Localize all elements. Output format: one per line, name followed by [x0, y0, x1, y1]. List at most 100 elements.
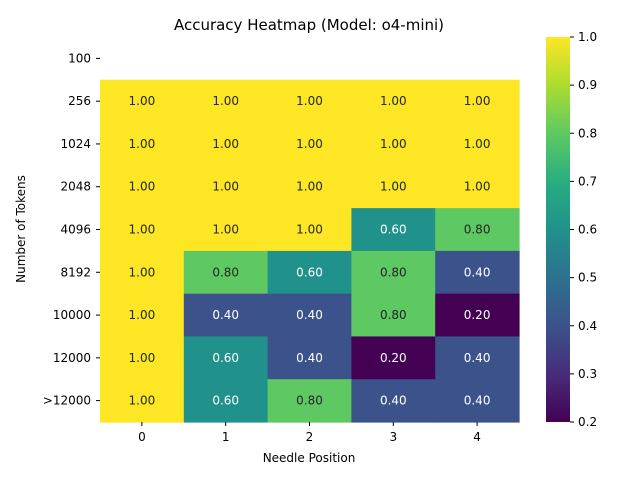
cell-value-label: 0.40	[464, 265, 491, 279]
heatmap-cell	[267, 79, 352, 124]
cell-value-label: 0.60	[380, 223, 407, 237]
heatmap-cell	[100, 379, 185, 423]
cell-value-label: 1.00	[464, 94, 491, 108]
cell-value-label: 0.80	[296, 394, 323, 408]
cell-value-label: 1.00	[129, 265, 156, 279]
heatmap-cells	[100, 79, 520, 423]
heatmap-cell	[435, 250, 520, 295]
colorbar-tick-label: 0.8	[578, 126, 597, 140]
heatmap-cell	[100, 208, 185, 252]
heatmap-cell	[351, 79, 436, 124]
colorbar-tick-label: 0.9	[578, 78, 597, 92]
y-axis-label: Number of Tokens	[14, 175, 28, 283]
heatmap-cell	[183, 379, 269, 423]
cell-value-label: 1.00	[296, 137, 323, 151]
x-axis-ticks: 0 1 2 3 4	[138, 422, 481, 444]
heatmap-cell	[100, 336, 185, 380]
y-tick-label: 12000	[53, 351, 91, 365]
cell-value-label: 1.00	[129, 308, 156, 322]
cell-value-label: 1.00	[464, 180, 491, 194]
y-tick-label: 2048	[60, 180, 91, 194]
cell-value-label: 0.40	[296, 308, 323, 322]
colorbar-tick-label: 0.7	[578, 174, 597, 188]
heatmap-cell	[267, 165, 352, 209]
heatmap-cell	[351, 208, 436, 252]
heatmap-cell	[267, 250, 352, 295]
heatmap-cell	[100, 293, 185, 338]
colorbar-tick-label: 0.4	[578, 319, 597, 333]
heatmap-cell	[100, 79, 185, 124]
heatmap-cell	[267, 293, 352, 338]
heatmap-cell	[267, 379, 352, 423]
y-tick-label: 10000	[53, 308, 91, 322]
cell-value-label: 0.40	[464, 351, 491, 365]
heatmap-cell-labels: 1.00 1.00 1.00 1.00 1.00 1.00 1.00 1.00 1.00 1.00…	[129, 94, 491, 407]
y-tick-label: 8192	[60, 265, 91, 279]
heatmap-cell	[183, 79, 269, 124]
heatmap-cell	[100, 165, 185, 209]
cell-value-label: 0.40	[464, 394, 491, 408]
cell-value-label: 1.00	[464, 137, 491, 151]
x-tick-label: 0	[138, 430, 146, 444]
y-tick-label: 256	[68, 94, 91, 108]
cell-value-label: 0.80	[380, 265, 407, 279]
heatmap-cell	[351, 379, 436, 423]
cell-value-label: 1.00	[380, 94, 407, 108]
cell-value-label: 0.80	[212, 265, 239, 279]
cell-value-label: 0.80	[380, 308, 407, 322]
heatmap-cell	[435, 208, 520, 252]
heatmap-cell	[435, 165, 520, 209]
heatmap-cell	[183, 336, 269, 380]
heatmap-cell	[351, 336, 436, 380]
heatmap-cell	[183, 293, 269, 338]
heatmap-cell	[267, 336, 352, 380]
cell-value-label: 0.60	[212, 394, 239, 408]
heatmap-cell	[183, 250, 269, 295]
cell-value-label: 1.00	[212, 137, 239, 151]
heatmap-cell	[100, 250, 185, 295]
heatmap-cell	[100, 122, 185, 166]
colorbar-ticks: 0.2 0.3 0.4 0.5 0.6 0.7 0.8 0.9 1.0	[570, 30, 597, 429]
y-tick-label: 1024	[60, 137, 91, 151]
cell-value-label: 1.00	[129, 94, 156, 108]
cell-value-label: 1.00	[296, 94, 323, 108]
heatmap-cell	[183, 208, 269, 252]
cell-value-label: 1.00	[129, 137, 156, 151]
cell-value-label: 1.00	[296, 180, 323, 194]
x-tick-label: 1	[222, 430, 230, 444]
chart-title: Accuracy Heatmap (Model: o4-mini)	[174, 16, 444, 34]
cell-value-label: 1.00	[129, 223, 156, 237]
colorbar-tick-label: 0.3	[578, 367, 597, 381]
y-tick-label: 4096	[60, 223, 91, 237]
heatmap-cell	[183, 122, 269, 166]
cell-value-label: 1.00	[212, 223, 239, 237]
cell-value-label: 0.60	[212, 351, 239, 365]
x-tick-label: 2	[306, 430, 314, 444]
cell-value-label: 0.40	[212, 308, 239, 322]
colorbar-tick-label: 0.2	[578, 415, 597, 429]
heatmap-cell	[435, 293, 520, 338]
cell-value-label: 1.00	[296, 223, 323, 237]
heatmap-cell	[267, 208, 352, 252]
cell-value-label: 1.00	[380, 137, 407, 151]
cell-value-label: 1.00	[380, 180, 407, 194]
colorbar-tick-label: 1.0	[578, 30, 597, 44]
heatmap-cell	[435, 79, 520, 124]
cell-value-label: 1.00	[129, 394, 156, 408]
x-axis-label: Needle Position	[263, 451, 356, 465]
heatmap-cell	[435, 122, 520, 166]
cell-value-label: 0.20	[380, 351, 407, 365]
cell-value-label: 1.00	[129, 351, 156, 365]
heatmap-cell	[351, 122, 436, 166]
heatmap-cell	[435, 336, 520, 380]
cell-value-label: 0.60	[296, 265, 323, 279]
cell-value-label: 0.80	[464, 223, 491, 237]
cell-value-label: 0.40	[296, 351, 323, 365]
heatmap-cell	[351, 165, 436, 209]
heatmap-cell	[351, 293, 436, 338]
heatmap-cell	[435, 379, 520, 423]
y-axis-ticks: 100 256 1024 2048 4096 8192 10000 12000 >12000	[43, 51, 100, 408]
heatmap-cell	[183, 165, 269, 209]
colorbar	[546, 37, 570, 422]
